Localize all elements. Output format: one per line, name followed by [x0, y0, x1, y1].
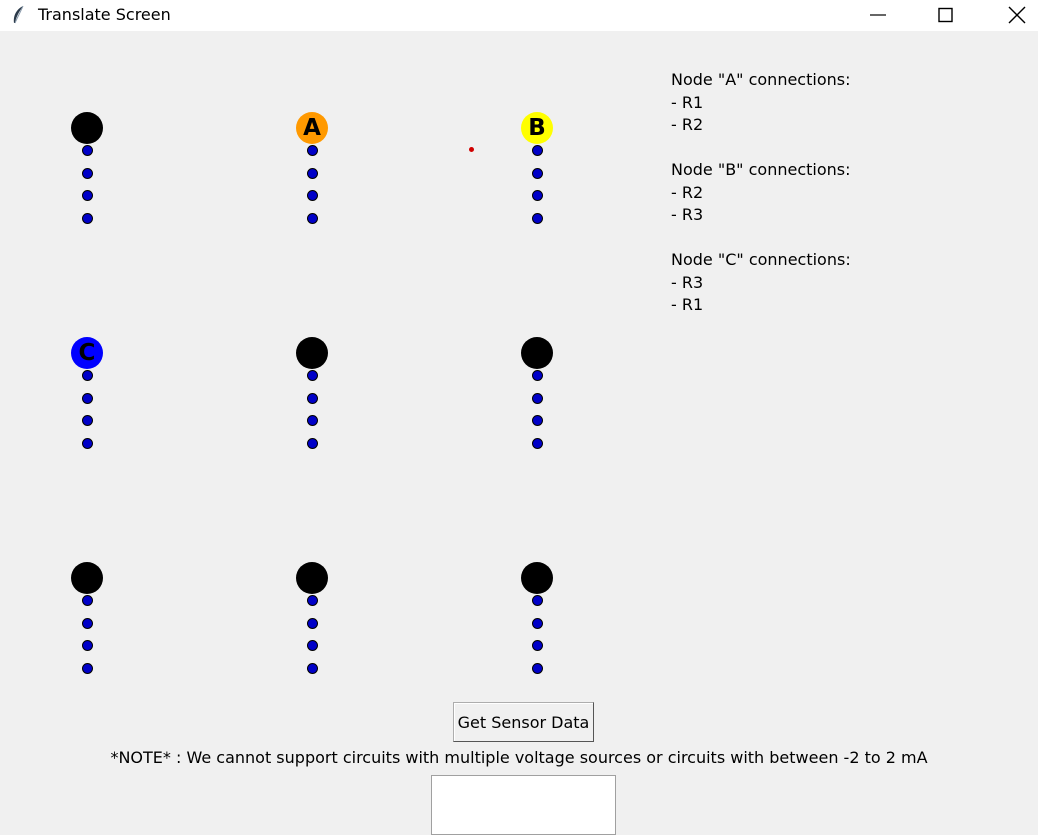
- terminal[interactable]: [81, 640, 93, 651]
- minimize-icon: [870, 14, 886, 16]
- connection-item: - R1: [671, 295, 704, 314]
- terminal[interactable]: [306, 167, 318, 179]
- terminal[interactable]: [306, 190, 318, 201]
- connection-item: - R2: [671, 115, 704, 134]
- terminal[interactable]: [531, 145, 543, 156]
- close-button[interactable]: [994, 0, 1038, 31]
- connection-item: - R3: [671, 205, 704, 224]
- terminal[interactable]: [306, 595, 318, 606]
- node-c[interactable]: C: [71, 337, 103, 369]
- terminal[interactable]: [81, 145, 93, 156]
- terminal[interactable]: [81, 370, 93, 381]
- minimize-button[interactable]: [855, 0, 901, 31]
- node[interactable]: [296, 337, 328, 369]
- terminal[interactable]: [81, 212, 93, 224]
- connection-item: - R3: [671, 272, 704, 292]
- terminal[interactable]: [531, 212, 543, 224]
- terminal[interactable]: [81, 190, 93, 201]
- maximize-icon: [938, 7, 953, 23]
- connection-title: Node "B" connections:: [671, 160, 851, 179]
- connections-panel: Node "A" connections: - R1- R2 Node "B" co…: [671, 69, 851, 339]
- terminal[interactable]: [306, 662, 318, 674]
- feather-icon: [10, 5, 26, 25]
- title-bar: Translate Screen: [0, 0, 1038, 31]
- terminal[interactable]: [81, 167, 93, 179]
- terminal[interactable]: [306, 437, 318, 449]
- terminal[interactable]: [306, 370, 318, 381]
- close-icon: [1008, 6, 1026, 24]
- get-sensor-data-button[interactable]: Get Sensor Data: [453, 702, 594, 742]
- terminal[interactable]: [531, 167, 543, 179]
- connection-title: Node "A" connections:: [671, 70, 851, 89]
- terminal[interactable]: [531, 617, 543, 629]
- terminal[interactable]: [531, 640, 543, 651]
- node[interactable]: [71, 112, 103, 144]
- node[interactable]: [521, 562, 553, 594]
- note-text: *NOTE* : We cannot support circuits with…: [110, 748, 928, 767]
- terminal[interactable]: [531, 437, 543, 449]
- terminal[interactable]: [81, 617, 93, 629]
- terminal[interactable]: [306, 415, 318, 426]
- terminal[interactable]: [531, 662, 543, 674]
- connection-item: - R2: [671, 182, 704, 202]
- node-a[interactable]: A: [296, 112, 328, 144]
- window-title: Translate Screen: [38, 5, 171, 24]
- node[interactable]: [296, 562, 328, 594]
- terminal[interactable]: [81, 595, 93, 606]
- connection-group: Node "B" connections: - R2 - R3: [671, 159, 851, 227]
- connection-group: Node "A" connections: - R1 - R2: [671, 69, 851, 137]
- terminal[interactable]: [306, 212, 318, 224]
- terminal[interactable]: [306, 617, 318, 629]
- terminal[interactable]: [531, 415, 543, 426]
- maximize-button[interactable]: [923, 0, 969, 31]
- connection-item: - R1: [671, 92, 704, 112]
- terminal[interactable]: [81, 415, 93, 426]
- connection-title: Node "C" connections:: [671, 250, 851, 269]
- terminal[interactable]: [306, 392, 318, 404]
- terminal[interactable]: [531, 190, 543, 201]
- terminal[interactable]: [306, 145, 318, 156]
- node[interactable]: [71, 562, 103, 594]
- node[interactable]: [521, 337, 553, 369]
- node-b[interactable]: B: [521, 112, 553, 144]
- connection-group: Node "C" connections: - R3 - R1: [671, 249, 851, 317]
- terminal[interactable]: [306, 640, 318, 651]
- terminal[interactable]: [81, 662, 93, 674]
- terminal[interactable]: [81, 437, 93, 449]
- terminal[interactable]: [81, 392, 93, 404]
- output-box: [431, 775, 616, 835]
- terminal[interactable]: [531, 595, 543, 606]
- cursor-marker: [469, 147, 474, 152]
- terminal[interactable]: [531, 370, 543, 381]
- terminal[interactable]: [531, 392, 543, 404]
